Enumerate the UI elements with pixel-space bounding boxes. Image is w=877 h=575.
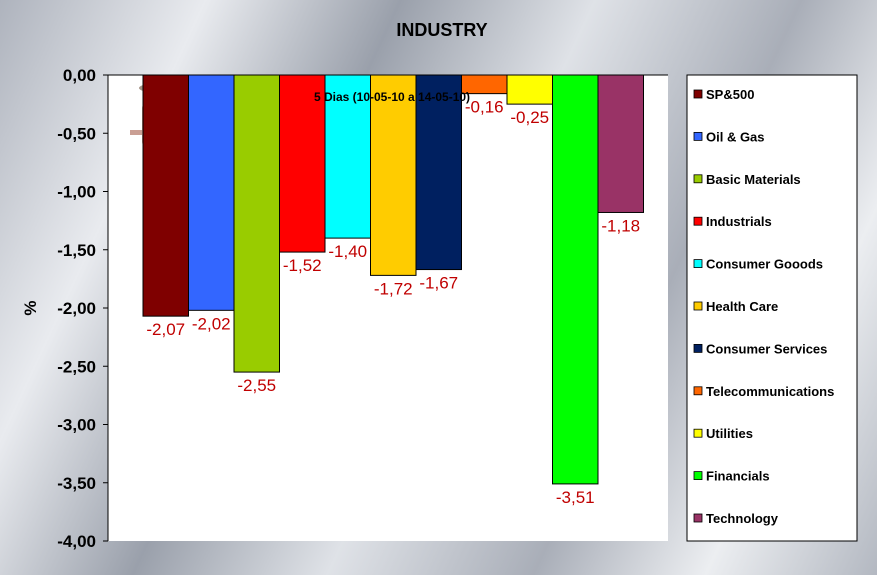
chart-subtitle: 5 Dias (10-05-10 a 14-05-10) [314,90,470,104]
y-tick-label: -1,50 [57,241,96,260]
legend-swatch [693,343,703,353]
bar-financials [552,74,599,485]
bar-industrials [279,74,326,253]
data-label: -3,51 [556,488,595,507]
legend-item-label: Utilities [706,426,753,441]
bar-utilities [506,74,553,105]
bar-sp-500 [142,74,189,317]
legend-swatch [693,216,703,226]
bar-consumer-services [415,74,462,271]
y-tick-label: -1,00 [57,183,96,202]
legend-swatch [693,471,703,481]
y-tick-label: -0,50 [57,124,96,143]
legend-item-label: Telecommunications [706,384,834,399]
bar-basic-materials [233,74,280,373]
legend-item-label: Industrials [706,214,772,229]
legend-box [686,74,858,542]
y-tick-label: -3,00 [57,416,96,435]
legend-swatch [693,174,703,184]
data-label: -1,72 [374,279,413,298]
y-tick-label: -2,50 [57,357,96,376]
legend-item-label: SP&500 [706,87,754,102]
bar-oil-gas [188,74,235,311]
y-tick-label: -3,50 [57,474,96,493]
y-tick-label: 0,00 [63,66,96,85]
legend-item-label: Oil & Gas [706,129,765,144]
legend-swatch [693,259,703,269]
bar-technology [597,74,644,213]
legend-swatch [693,131,703,141]
legend-item-label: Financials [706,469,770,484]
legend: SP&500 Oil & Gas Basic Materials Industrial… [686,74,858,542]
data-label: -2,02 [192,314,231,333]
y-tick-label: -2,00 [57,299,96,318]
data-label: -0,25 [510,108,549,127]
data-label: -2,07 [146,320,185,339]
legend-swatch [693,428,703,438]
legend-item-label: Basic Materials [706,172,801,187]
legend-swatch [693,513,703,523]
legend-item-label: Health Care [706,299,778,314]
legend-swatch [693,386,703,396]
y-axis-label: % [21,300,40,315]
data-label: -2,55 [237,376,276,395]
data-label: -1,52 [283,256,322,275]
data-label: -1,67 [419,274,458,293]
data-label: -1,18 [601,216,640,235]
legend-item-label: Consumer Services [706,341,827,356]
legend-item-label: Technology [706,511,779,526]
data-label: -1,40 [328,242,367,261]
bar-health-care [370,74,417,276]
data-label: -0,16 [465,98,504,117]
legend-item-label: Consumer Gooods [706,257,823,272]
chart-title: INDUSTRY [396,20,487,40]
legend-swatch [693,301,703,311]
legend-swatch [693,89,703,99]
y-tick-label: -4,00 [57,532,96,551]
